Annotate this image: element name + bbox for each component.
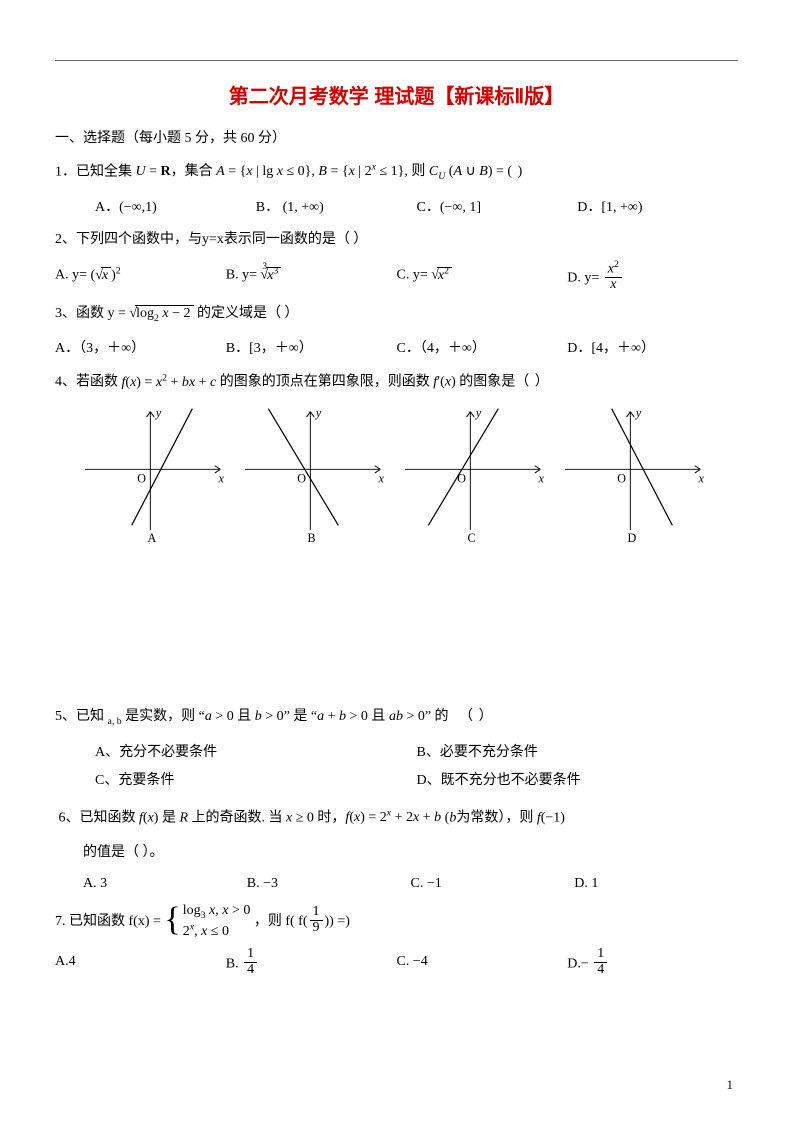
question-6: 6、已知函数 f(x) 是 R 上的奇函数. 当 x ≥ 0 时，f(x) = … bbox=[55, 805, 738, 832]
q3-stem-post: 的定义域是（ ） bbox=[197, 306, 299, 321]
svg-text:x: x bbox=[377, 472, 384, 486]
svg-text:D: D bbox=[628, 531, 637, 544]
page-number: 1 bbox=[727, 1073, 734, 1098]
q1-opt-B: B． (1, +∞) bbox=[256, 195, 417, 222]
q1-opt-C: C．(−∞, 1] bbox=[417, 195, 578, 222]
svg-text:C: C bbox=[468, 531, 476, 544]
svg-text:O: O bbox=[137, 472, 146, 486]
q1-options: A．(−∞,1) B． (1, +∞) C．(−∞, 1] D．[1, +∞) bbox=[95, 195, 738, 222]
q6-options: A. 3 B. −3 C. −1 D. 1 bbox=[83, 871, 738, 898]
top-rule bbox=[55, 60, 738, 61]
q2-opt-B: B. y= 3√x3 bbox=[226, 262, 397, 295]
q3-stem-pre: 3、函数 y = bbox=[55, 306, 129, 321]
svg-text:y: y bbox=[314, 406, 322, 420]
q2-opt-D: D. y= x2x bbox=[567, 262, 738, 295]
svg-text:y: y bbox=[474, 406, 482, 420]
svg-text:O: O bbox=[617, 472, 626, 486]
svg-text:y: y bbox=[634, 406, 642, 420]
q6-opt-A: A. 3 bbox=[83, 871, 247, 898]
q4-graph-C: y x O C bbox=[395, 404, 555, 544]
q1-stem-pre: 1．已知全集 bbox=[55, 164, 136, 179]
q5-options-2: C、充要条件 D、既不充分也不必要条件 bbox=[95, 768, 738, 795]
q7-stem-post: )) = bbox=[325, 914, 346, 929]
svg-text:x: x bbox=[537, 472, 544, 486]
svg-text:B: B bbox=[308, 531, 316, 544]
svg-text:A: A bbox=[148, 531, 157, 544]
question-5: 5、已知 a, b 是实数，则 “a > 0 且 b > 0” 是 “a + b… bbox=[55, 704, 738, 731]
q1-opt-D: D．[1, +∞) bbox=[577, 195, 738, 222]
q6-opt-B: B. −3 bbox=[247, 871, 411, 898]
svg-text:y: y bbox=[154, 406, 162, 420]
q5-opt-C: C、充要条件 bbox=[95, 768, 417, 795]
q2-opt-C: C. y= √x2 bbox=[397, 262, 568, 295]
question-7: 7. 已知函数 f(x) = { log3 x, x > 0 2x, x ≤ 0… bbox=[55, 903, 738, 941]
q4-graph-D: y x O D bbox=[555, 404, 715, 544]
q7-stem-mid: ，则 f( f( bbox=[254, 914, 308, 929]
spacer bbox=[55, 550, 738, 700]
question-3: 3、函数 y = √log2 x − 2 的定义域是（ ） bbox=[55, 301, 738, 328]
q5-opt-B: B、必要不充分条件 bbox=[417, 740, 739, 767]
q3-options: A．（3，＋∞） B．[3，＋∞） C．（4，＋∞） D．[4，＋∞） bbox=[55, 336, 738, 363]
section-1-heading: 一、选择题（每小题 5 分，共 60 分） bbox=[55, 126, 738, 153]
q2-opt-A: A. y= (√x)2 bbox=[55, 262, 226, 295]
q7-options: A.4 B. 14 C. −4 D.− 14 bbox=[55, 949, 738, 979]
svg-text:x: x bbox=[697, 472, 704, 486]
q7-opt-B: B. 14 bbox=[226, 949, 397, 979]
q5-options-1: A、充分不必要条件 B、必要不充分条件 bbox=[95, 740, 738, 767]
q6-stem2: 的值是（ ）。 bbox=[83, 840, 738, 867]
svg-text:O: O bbox=[297, 472, 306, 486]
question-1: 1．已知全集 U = R，集合 A = {x | lg x ≤ 0}, B = … bbox=[55, 159, 738, 187]
q5-opt-D: D、既不充分也不必要条件 bbox=[417, 768, 739, 795]
svg-text:O: O bbox=[457, 472, 466, 486]
q4-graph-B: y x O B bbox=[235, 404, 395, 544]
q7-stem-pre: 7. 已知函数 f(x) = bbox=[55, 914, 164, 929]
question-2: 2、下列四个函数中，与y=x表示同一函数的是（ ） bbox=[55, 227, 738, 254]
q7-opt-A: A.4 bbox=[55, 949, 226, 979]
q3-opt-A: A．（3，＋∞） bbox=[55, 336, 226, 363]
q4-graph-A: y x O A bbox=[75, 404, 235, 544]
q7-opt-D: D.− 14 bbox=[567, 949, 738, 979]
q6-opt-D: D. 1 bbox=[574, 871, 738, 898]
q3-opt-B: B．[3，＋∞） bbox=[226, 336, 397, 363]
q3-opt-D: D．[4，＋∞） bbox=[567, 336, 738, 363]
q4-graphs: y x O Ay x O By x O Cy x O D bbox=[75, 404, 738, 544]
q2-options: A. y= (√x)2 B. y= 3√x3 C. y= √x2 D. y= x… bbox=[55, 262, 738, 295]
q7-opt-C: C. −4 bbox=[397, 949, 568, 979]
q3-opt-C: C．（4，＋∞） bbox=[397, 336, 568, 363]
page-title: 第二次月考数学 理试题【新课标Ⅱ版】 bbox=[55, 78, 738, 116]
q6-opt-C: C. −1 bbox=[411, 871, 575, 898]
q1-opt-A: A．(−∞,1) bbox=[95, 195, 256, 222]
svg-text:x: x bbox=[217, 472, 224, 486]
question-4: 4、若函数 f(x) = x2 + bx + c 的图象的顶点在第四象限，则函数… bbox=[55, 369, 738, 396]
q5-opt-A: A、充分不必要条件 bbox=[95, 740, 417, 767]
